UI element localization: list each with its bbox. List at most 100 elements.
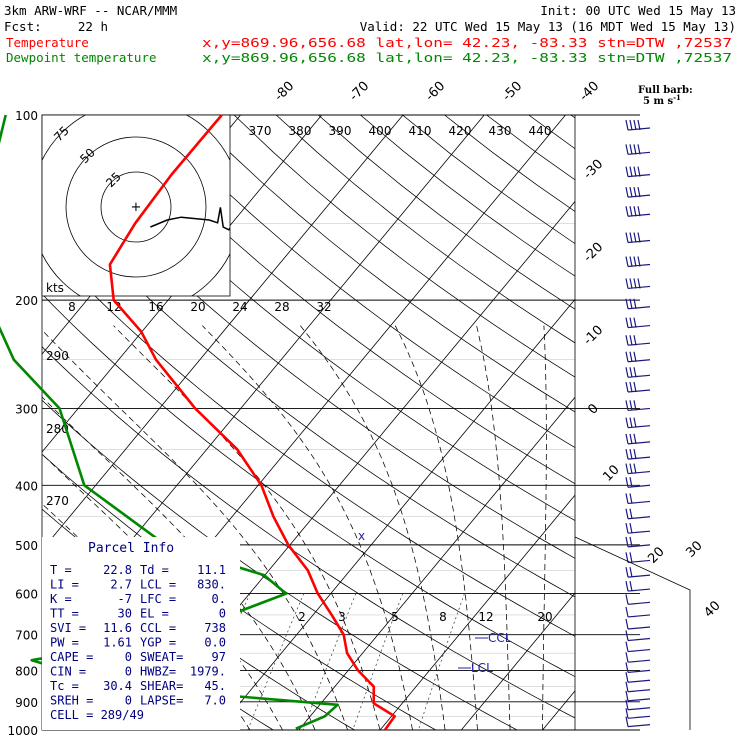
parcel-info-panel: Parcel Info T = 22.8 Td = 11.1 LI = 2.7 LCL = 8… <box>42 537 240 730</box>
wind-barb-staff <box>627 626 651 630</box>
dry-adiabat-line <box>107 115 575 485</box>
hodograph: 25 50 75 + kts <box>41 114 231 297</box>
wind-barb <box>625 278 651 290</box>
wind-barb-flag <box>629 144 633 155</box>
wind-barb-flag <box>629 232 633 243</box>
wind-barb-flag <box>633 166 637 177</box>
mixing-ratio-label-lower: 2 <box>298 610 306 624</box>
parcel-key: CCL = <box>140 621 176 635</box>
wind-barb <box>625 552 651 564</box>
wind-barb-flag <box>629 477 633 488</box>
parcel-value: 30.4 <box>103 679 132 693</box>
hodograph-units: kts <box>46 281 64 295</box>
pressure-label-200: 200 <box>15 294 38 308</box>
wind-barb-flag <box>625 449 629 460</box>
wind-barb-staff <box>627 659 651 663</box>
parcel-value: 830. <box>197 578 226 592</box>
barb-legend-line2: 5 m s-1 <box>643 93 681 107</box>
wind-barb <box>625 508 651 520</box>
wind-barb <box>625 166 651 178</box>
mixing-ratio-label-upper: 20 <box>190 300 205 314</box>
valid-time: Valid: 22 UTC Wed 15 May 13 (16 MDT Wed … <box>360 19 736 34</box>
parcel-key: SVI = <box>50 621 86 635</box>
wind-barb-flag <box>625 477 629 488</box>
wind-barb-flag <box>633 335 637 346</box>
wind-barb <box>625 367 651 378</box>
wind-barb <box>625 681 651 693</box>
wind-barb-flag <box>625 580 629 592</box>
wind-barb-flag <box>633 298 637 309</box>
wind-barb <box>625 652 651 663</box>
dry-adiabat-line <box>42 188 575 598</box>
svg-text:LCL: LCL <box>471 661 493 675</box>
dry-adiabat-line <box>42 136 575 559</box>
wind-barb-flag <box>637 232 641 243</box>
isotherm-labels: -80 -70 -60 -50 -40 -30 -20 -10 0 10 20 30 40 <box>272 79 724 621</box>
moist-adiabat-line <box>300 325 446 730</box>
isotherm-label: 20 <box>645 544 667 566</box>
wind-barb-flag <box>625 552 629 563</box>
wind-barb <box>625 400 651 412</box>
wind-barb-flag <box>625 166 629 177</box>
wind-barb-flag <box>625 493 629 504</box>
mixing-ratio-labels: 8 12 16 20 24 28 322 3 5 8 12 20 <box>68 300 552 624</box>
barb-legend-line1: Full barb: <box>638 85 693 96</box>
dry-adiabat-line <box>191 115 575 413</box>
wind-barb <box>625 477 651 488</box>
wind-barb-flag <box>625 417 629 428</box>
el-marker: x <box>358 529 365 543</box>
init-time: Init: 00 UTC Wed 15 May 13 <box>540 3 736 18</box>
mixing-ratio-label-upper: 16 <box>148 300 163 314</box>
parcel-row: SVI = 11.6 CCL = 738 <box>50 621 226 635</box>
isotherm-label: -60 <box>423 79 449 105</box>
isotherm-line <box>705 115 740 730</box>
wind-barb-flag <box>625 381 629 393</box>
dry-adiabat-line <box>318 115 575 310</box>
dry-adiabat-line <box>42 293 575 678</box>
wind-barb <box>625 708 651 719</box>
wind-barb-flag <box>637 144 641 155</box>
wind-barb-flag <box>633 256 637 267</box>
wind-barb-flag <box>625 567 629 578</box>
wind-barb-staff <box>627 698 651 702</box>
wind-barb-flag <box>625 232 629 243</box>
isotherm-label: -70 <box>347 79 373 105</box>
wind-barb-flag <box>629 463 633 474</box>
dry-adiabat-line <box>42 346 575 719</box>
wind-barb-staff <box>627 689 651 693</box>
wind-barb-staff <box>627 601 651 605</box>
isotherm-line <box>379 494 575 730</box>
mixing-ratio-label-lower: 5 <box>391 610 399 624</box>
wind-barb <box>625 618 651 630</box>
parcel-row: PW = 1.61 YGP = 0.0 <box>50 636 226 650</box>
wind-barb-flag <box>625 606 629 618</box>
parcel-key: EL = <box>140 607 169 621</box>
wind-barb-flag <box>625 298 629 309</box>
wind-barb-flag <box>625 400 629 411</box>
wind-barb <box>625 119 651 131</box>
hodograph-trace <box>150 207 230 231</box>
wind-barb-flag <box>629 449 633 460</box>
theta-label-top: 410 <box>409 124 432 138</box>
isotherm-label: 10 <box>600 462 622 484</box>
moist-adiabat-line <box>113 325 381 730</box>
parcel-value: 0 <box>125 665 132 679</box>
wind-barb-flag <box>629 298 633 309</box>
legend-temperature-info: x,y=869.96,656.68 lat,lon= 42.23, -83.33… <box>202 35 732 50</box>
wind-barb-flag <box>633 400 637 411</box>
wind-barb-flag <box>629 580 633 592</box>
wind-barb-flag <box>629 317 633 328</box>
legend-temperature-name: Temperature <box>6 35 89 50</box>
wind-barb-flag <box>629 119 633 131</box>
parcel-key: K = <box>50 592 72 606</box>
hodograph-origin: + <box>131 200 142 215</box>
wind-barb-staff <box>627 724 651 728</box>
dry-adiabat-line <box>42 399 518 730</box>
wind-barb <box>625 317 651 329</box>
parcel-key: CAPE = <box>50 650 93 664</box>
isotherm-line <box>42 115 404 551</box>
mixing-ratio-label-upper: 24 <box>232 300 247 314</box>
parcel-key: HWBZ= <box>140 665 176 679</box>
model-title: 3km ARW-WRF -- NCAR/MMM <box>4 3 177 18</box>
wind-barb <box>625 206 651 217</box>
